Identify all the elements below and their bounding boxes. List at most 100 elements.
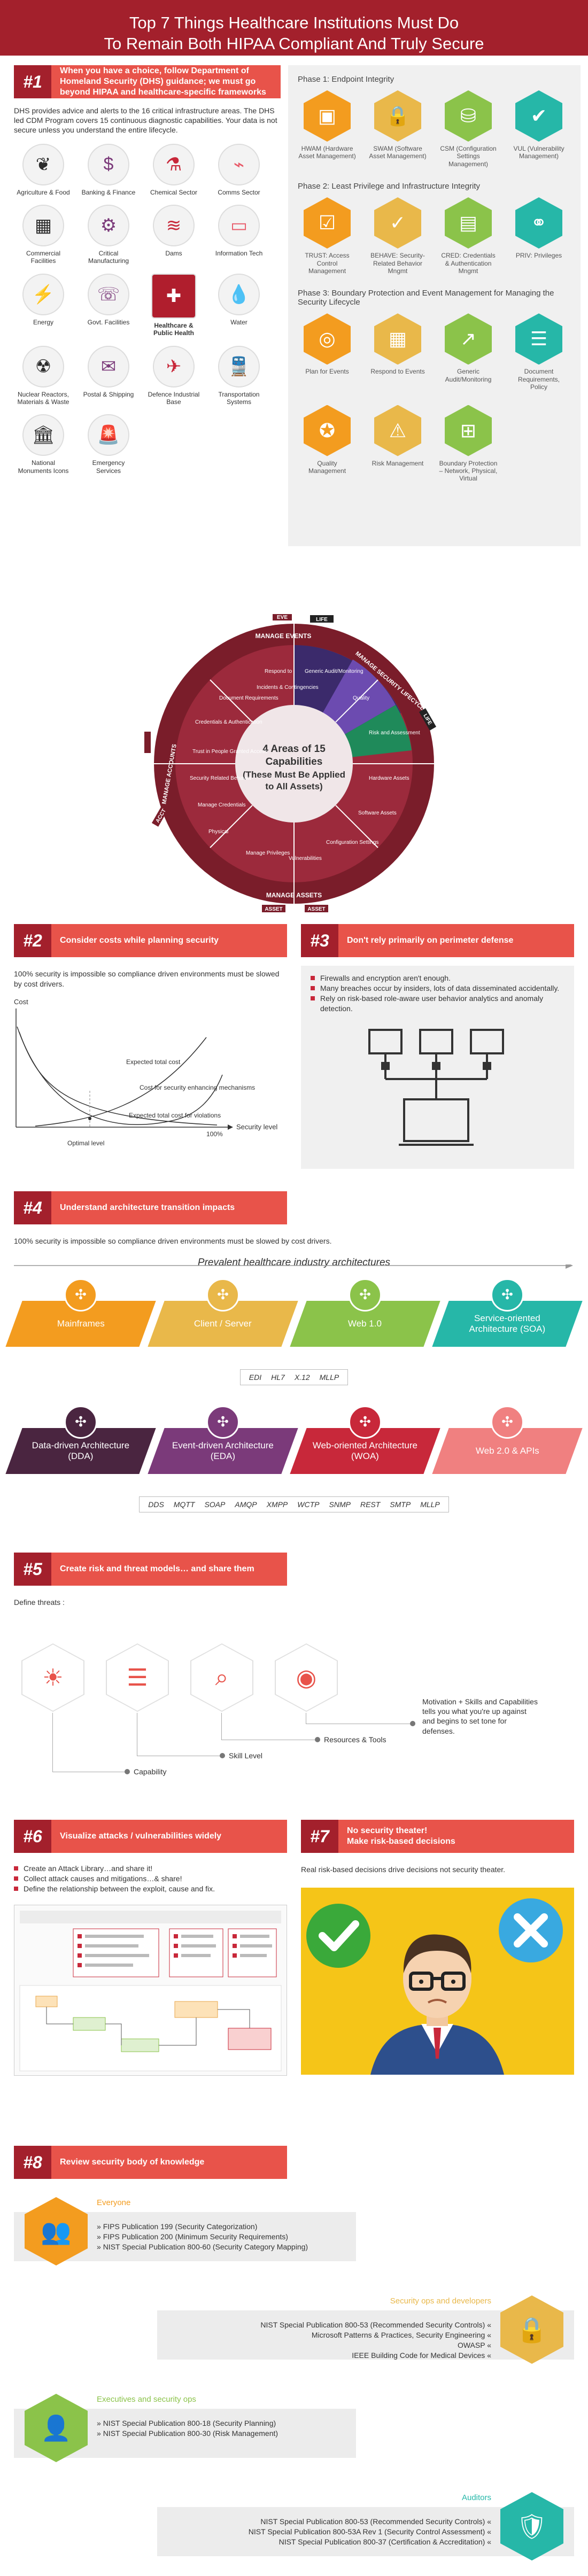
section-title: Visualize attacks / vulnerabilities wide… bbox=[51, 1820, 287, 1853]
threat-hexagons: ☀ ☰ ⌕ ◉ bbox=[21, 1643, 338, 1712]
sector-item: ▭ Information Tech bbox=[210, 204, 268, 265]
capability-line bbox=[52, 1713, 53, 1772]
section-6: #6 Visualize attacks / vulnerabilities w… bbox=[14, 1820, 287, 2146]
check-circle bbox=[306, 1903, 370, 1968]
section-1-left: #1 When you have a choice, follow Depart… bbox=[14, 65, 281, 593]
audience-auditors: 🛡 Auditors NIST Special Publication 800-… bbox=[14, 2487, 574, 2572]
page-title: Top 7 Things Healthcare Institutions Mus… bbox=[104, 13, 484, 53]
wheel-tab bbox=[151, 804, 169, 827]
list-item: IEEE Building Code for Medical Devices bbox=[260, 2350, 491, 2361]
section-7: #7 No security theater! Make risk-based d… bbox=[301, 1820, 574, 2146]
wheel-inner-label: Quality bbox=[353, 695, 369, 701]
section-number: #5 bbox=[14, 1553, 51, 1586]
section-3: #3 Don't rely primarily on perimeter def… bbox=[301, 924, 574, 1191]
wheel-inner-label: Respond to bbox=[265, 669, 292, 674]
architectures-title: Prevalent healthcare industry architectu… bbox=[14, 1257, 574, 1269]
skill-label: Skill Level bbox=[229, 1751, 263, 1760]
document-icon: ☰ bbox=[515, 313, 563, 365]
sector-label: Energy bbox=[33, 318, 54, 326]
wheel-tab bbox=[273, 614, 292, 620]
architecture-row-modern: ✣ Data-driven Architecture (DDA) ✣ Event-dr… bbox=[5, 1405, 583, 1486]
sector-item: ⚡ Energy bbox=[14, 273, 73, 337]
wheel-inner-label: Credentials & Authentication bbox=[195, 719, 262, 725]
wheel-center-line-4: to All Assets) bbox=[265, 781, 322, 792]
curve-security-mechanisms bbox=[35, 1037, 207, 1127]
phase-1-items: ▣ HWAM (Hardware Asset Management) 🔒 SWAM (… bbox=[298, 90, 571, 168]
phase-3-items-a: ◎ Plan for Events ▦ Respond to Events ↗ Gener… bbox=[298, 313, 571, 391]
architecture-label: Web-oriented Architecture (WOA) bbox=[312, 1440, 418, 1461]
protocol-label: SNMP bbox=[329, 1500, 351, 1509]
capability-label: CRED: Credentials & Authentication Mngmt bbox=[441, 252, 496, 275]
checklist-icon: ☰ bbox=[127, 1664, 148, 1691]
capability-label: Quality Management bbox=[308, 459, 346, 475]
curve-label-violations: Expected total cost for violations bbox=[129, 1112, 221, 1119]
wheel-tabs: EVE LIFE LIFE ASSET ASSET ACCT bbox=[144, 614, 437, 912]
bullet-item: Many breaches occur by insiders, lots of… bbox=[311, 983, 564, 994]
sector-item: 🏛 National Monuments Icons bbox=[14, 414, 73, 475]
section-number: #3 bbox=[301, 924, 338, 957]
capability-label: PRIV: Privileges bbox=[515, 252, 562, 260]
truck-icon: ☢ bbox=[22, 345, 64, 387]
threat-hex: ☰ bbox=[106, 1643, 169, 1712]
audience-title: Everyone bbox=[97, 2198, 131, 2207]
sector-item: ✚ Healthcare & Public Health bbox=[144, 273, 203, 337]
bullet-item: Define the relationship between the expl… bbox=[14, 1884, 287, 1894]
motivation-label: Motivation + Skills and Capabilities tel… bbox=[422, 1697, 538, 1735]
list-item: NIST Special Publication 800-53 (Recomme… bbox=[260, 2320, 491, 2330]
architecture-item: ✣ Mainframes bbox=[5, 1278, 156, 1359]
sector-item: ✉ Postal & Shipping bbox=[79, 345, 138, 406]
audience-list: NIST Special Publication 800-53 (Recomme… bbox=[249, 2517, 491, 2547]
section-number: #8 bbox=[14, 2146, 51, 2179]
sector-item: ✈ Defence Industrial Base bbox=[144, 345, 203, 406]
section-title: Create risk and threat models… and share… bbox=[51, 1553, 287, 1586]
train-icon: 🚆 bbox=[218, 345, 260, 387]
list-item: Microsoft Patterns & Practices, Security… bbox=[260, 2330, 491, 2340]
wheel-label-manage-assets: MANAGE ASSETS bbox=[266, 891, 322, 899]
section-5: #5 Create risk and threat models… and sh… bbox=[0, 1553, 588, 1820]
buildings-icon: ▦ bbox=[22, 204, 64, 246]
protocol-label: SMTP bbox=[390, 1500, 411, 1509]
wheel-tab-label: EVE bbox=[277, 615, 288, 620]
section-title: Don't rely primarily on perimeter defens… bbox=[338, 924, 574, 957]
shield-check-icon: ✔ bbox=[515, 90, 563, 142]
capability-item: ▦ Respond to Events bbox=[368, 313, 427, 391]
define-threats-label: Define threats : bbox=[14, 1598, 65, 1607]
sector-item: 💧 Water bbox=[210, 273, 268, 337]
gears-icon: ⚙ bbox=[88, 204, 129, 246]
list-item: OWASP bbox=[260, 2340, 491, 2350]
audience-title: Auditors bbox=[461, 2493, 491, 2502]
architecture-item: ✣ Event-driven Architecture (EDA) bbox=[148, 1405, 298, 1486]
page-header: Top 7 Things Healthcare Institutions Mus… bbox=[0, 0, 588, 56]
capability-dot bbox=[125, 1769, 130, 1774]
architecture-item: ✣ Web 1.0 bbox=[290, 1278, 440, 1359]
architecture-label: Web 1.0 bbox=[348, 1318, 382, 1329]
resources-dot bbox=[315, 1737, 320, 1742]
bullet-item: Rely on risk-based role-aware user behav… bbox=[311, 994, 564, 1014]
id-card-icon: ▤ bbox=[445, 197, 492, 249]
sector-label: Postal & Shipping bbox=[83, 390, 134, 398]
list-item: FIPS Publication 200 (Minimum Security R… bbox=[97, 2232, 308, 2242]
list-item: NIST Special Publication 800-53A Rev 1 (… bbox=[249, 2527, 491, 2537]
architecture-item: ✣ Client / Server bbox=[148, 1278, 298, 1359]
wheel-center-line-1: 4 Areas of 15 bbox=[262, 743, 326, 755]
capability-item: ⚠ Risk Management bbox=[368, 405, 427, 483]
phase-2-title: Phase 2: Least Privilege and Infrastruct… bbox=[298, 182, 481, 191]
wheel-center-line-2: Capabilities bbox=[266, 756, 323, 767]
curve-violations-cost bbox=[19, 1031, 218, 1126]
capability-item: ⊞ Boundary Protection – Network, Physical… bbox=[439, 405, 498, 483]
network-icon: ⊞ bbox=[445, 405, 492, 456]
architecture-label: Client / Server bbox=[194, 1318, 252, 1329]
section-3-badge: #3 Don't rely primarily on perimeter def… bbox=[301, 924, 574, 957]
section-number: #2 bbox=[14, 924, 51, 957]
capability-item: ✪ Quality Management bbox=[298, 405, 357, 483]
sector-label: Govt. Facilities bbox=[87, 318, 130, 326]
laptop-icon: ▭ bbox=[218, 204, 260, 246]
sector-item: ⚗ Chemical Sector bbox=[144, 143, 203, 196]
section-title: When you have a choice, follow Departmen… bbox=[51, 65, 281, 98]
sector-label: Agriculture & Food bbox=[17, 188, 70, 196]
water-drop-icon: 💧 bbox=[218, 273, 260, 315]
wheel-inner-labels: Respond to Incidents & Contingencies Gen… bbox=[190, 669, 420, 862]
calendar-icon: ▦ bbox=[374, 313, 422, 365]
architecture-label: Data-driven Architecture (DDA) bbox=[32, 1440, 130, 1461]
audience-list: NIST Special Publication 800-53 (Recomme… bbox=[260, 2320, 491, 2361]
